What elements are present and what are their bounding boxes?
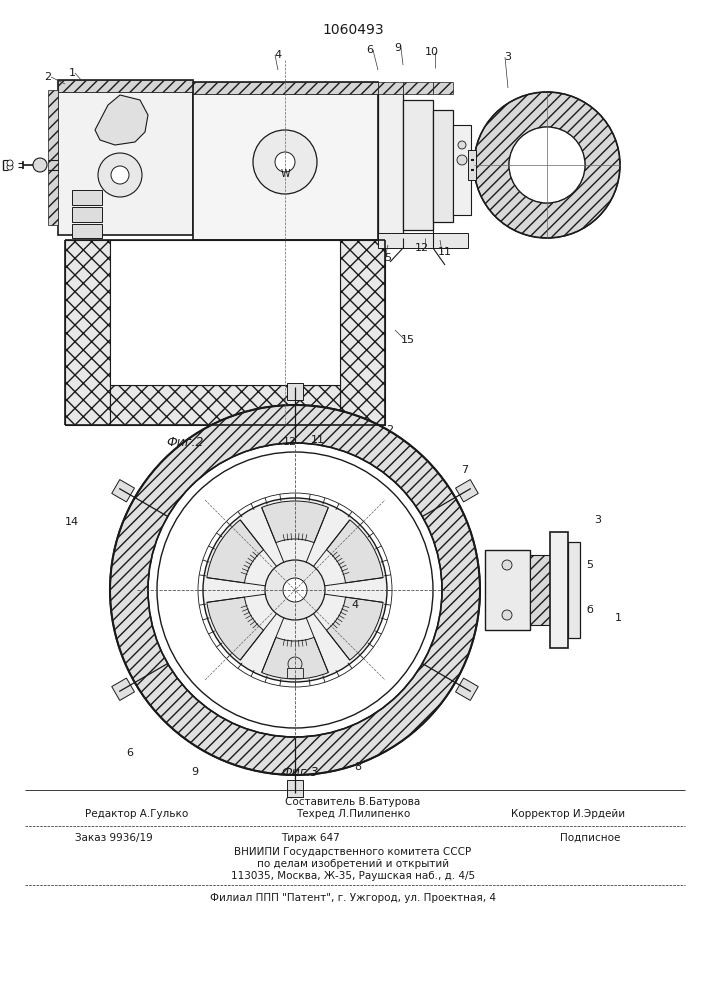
Text: 6: 6 [366, 45, 373, 55]
Circle shape [253, 130, 317, 194]
Wedge shape [207, 597, 264, 660]
Polygon shape [95, 95, 148, 145]
Text: 5: 5 [587, 560, 593, 570]
Circle shape [7, 164, 13, 170]
Polygon shape [112, 480, 134, 502]
Text: 12: 12 [415, 243, 429, 253]
Text: 2: 2 [45, 72, 52, 82]
Text: Фиг.3: Фиг.3 [281, 766, 319, 778]
Text: ВНИИПИ Государственного комитета СССР: ВНИИПИ Государственного комитета СССР [235, 847, 472, 857]
Circle shape [7, 160, 13, 166]
Polygon shape [287, 383, 303, 400]
Bar [65, 240, 110, 425]
Text: 113035, Москва, Ж-35, Раушская наб., д. 4/5: 113035, Москва, Ж-35, Раушская наб., д. … [231, 871, 475, 881]
Polygon shape [455, 678, 478, 700]
Bar [72, 207, 102, 222]
Text: 11: 11 [311, 435, 325, 445]
Text: Редактор А.Гулько: Редактор А.Гулько [85, 809, 188, 819]
Bar [48, 90, 58, 225]
Text: 10: 10 [425, 47, 439, 57]
Bar [433, 110, 453, 222]
Polygon shape [287, 780, 303, 797]
Circle shape [502, 560, 512, 570]
Text: 1: 1 [614, 613, 621, 623]
Circle shape [265, 560, 325, 620]
Wedge shape [262, 501, 328, 543]
Circle shape [98, 153, 142, 197]
Polygon shape [455, 480, 478, 502]
Wedge shape [474, 92, 620, 238]
Bar [378, 82, 403, 94]
Text: 14: 14 [65, 517, 79, 527]
Bar [403, 82, 433, 94]
Bar [485, 550, 530, 630]
Circle shape [33, 158, 47, 172]
Text: Фиг.2: Фиг.2 [166, 436, 204, 448]
Circle shape [275, 152, 295, 172]
Bar [110, 385, 340, 425]
Circle shape [288, 657, 302, 671]
Text: Техред Л.Пилипенко: Техред Л.Пилипенко [296, 809, 410, 819]
Bar [110, 240, 340, 385]
Bar [468, 150, 476, 180]
Text: 8: 8 [354, 762, 361, 772]
Text: 9: 9 [192, 767, 199, 777]
Text: Тираж 647: Тираж 647 [281, 833, 339, 843]
Text: 5: 5 [385, 253, 392, 263]
Text: 12: 12 [283, 437, 297, 447]
Text: 9: 9 [395, 43, 402, 53]
Text: Подписное: Подписное [560, 833, 620, 843]
Bar [72, 224, 102, 238]
Bar [378, 233, 468, 248]
Bar [110, 240, 340, 385]
Circle shape [111, 166, 129, 184]
Text: 4: 4 [274, 50, 281, 60]
Text: Филиал ППП "Патент", г. Ужгород, ул. Проектная, 4: Филиал ППП "Патент", г. Ужгород, ул. Про… [210, 893, 496, 903]
Text: Заказ 9936/19: Заказ 9936/19 [75, 833, 153, 843]
Text: 15: 15 [401, 335, 415, 345]
Bar [453, 125, 471, 215]
Text: 1060493: 1060493 [322, 23, 384, 37]
Bar [550, 532, 568, 648]
Wedge shape [110, 405, 480, 775]
Wedge shape [327, 597, 383, 660]
Polygon shape [112, 678, 134, 700]
Text: 6: 6 [127, 748, 134, 758]
Bar [287, 668, 303, 678]
Bar [58, 80, 193, 235]
Circle shape [203, 498, 387, 682]
Bar [530, 555, 550, 625]
Bar [193, 82, 378, 94]
Text: 3: 3 [595, 515, 602, 525]
Circle shape [283, 578, 307, 602]
Circle shape [157, 452, 433, 728]
Text: по делам изобретений и открытий: по делам изобретений и открытий [257, 859, 449, 869]
Wedge shape [262, 637, 328, 679]
Bar [568, 542, 580, 638]
Circle shape [509, 127, 585, 203]
Text: б: б [587, 605, 593, 615]
Bar [58, 80, 193, 92]
Circle shape [458, 141, 466, 149]
Wedge shape [207, 520, 264, 583]
Bar [193, 82, 378, 240]
Text: 3: 3 [505, 52, 511, 62]
Text: 11: 11 [438, 247, 452, 257]
Wedge shape [327, 520, 383, 583]
Text: 7: 7 [462, 465, 469, 475]
Circle shape [457, 155, 467, 165]
Bar [72, 190, 102, 205]
Text: W: W [280, 169, 290, 179]
Bar [340, 240, 385, 425]
Text: Составитель В.Батурова: Составитель В.Батурова [286, 797, 421, 807]
Text: 4: 4 [351, 600, 358, 610]
Text: 2: 2 [387, 425, 394, 435]
Bar [433, 82, 453, 94]
Bar [403, 100, 433, 230]
Circle shape [502, 610, 512, 620]
Bar [378, 93, 403, 238]
Text: Корректор И.Эрдейи: Корректор И.Эрдейи [511, 809, 625, 819]
Text: 1: 1 [69, 68, 76, 78]
